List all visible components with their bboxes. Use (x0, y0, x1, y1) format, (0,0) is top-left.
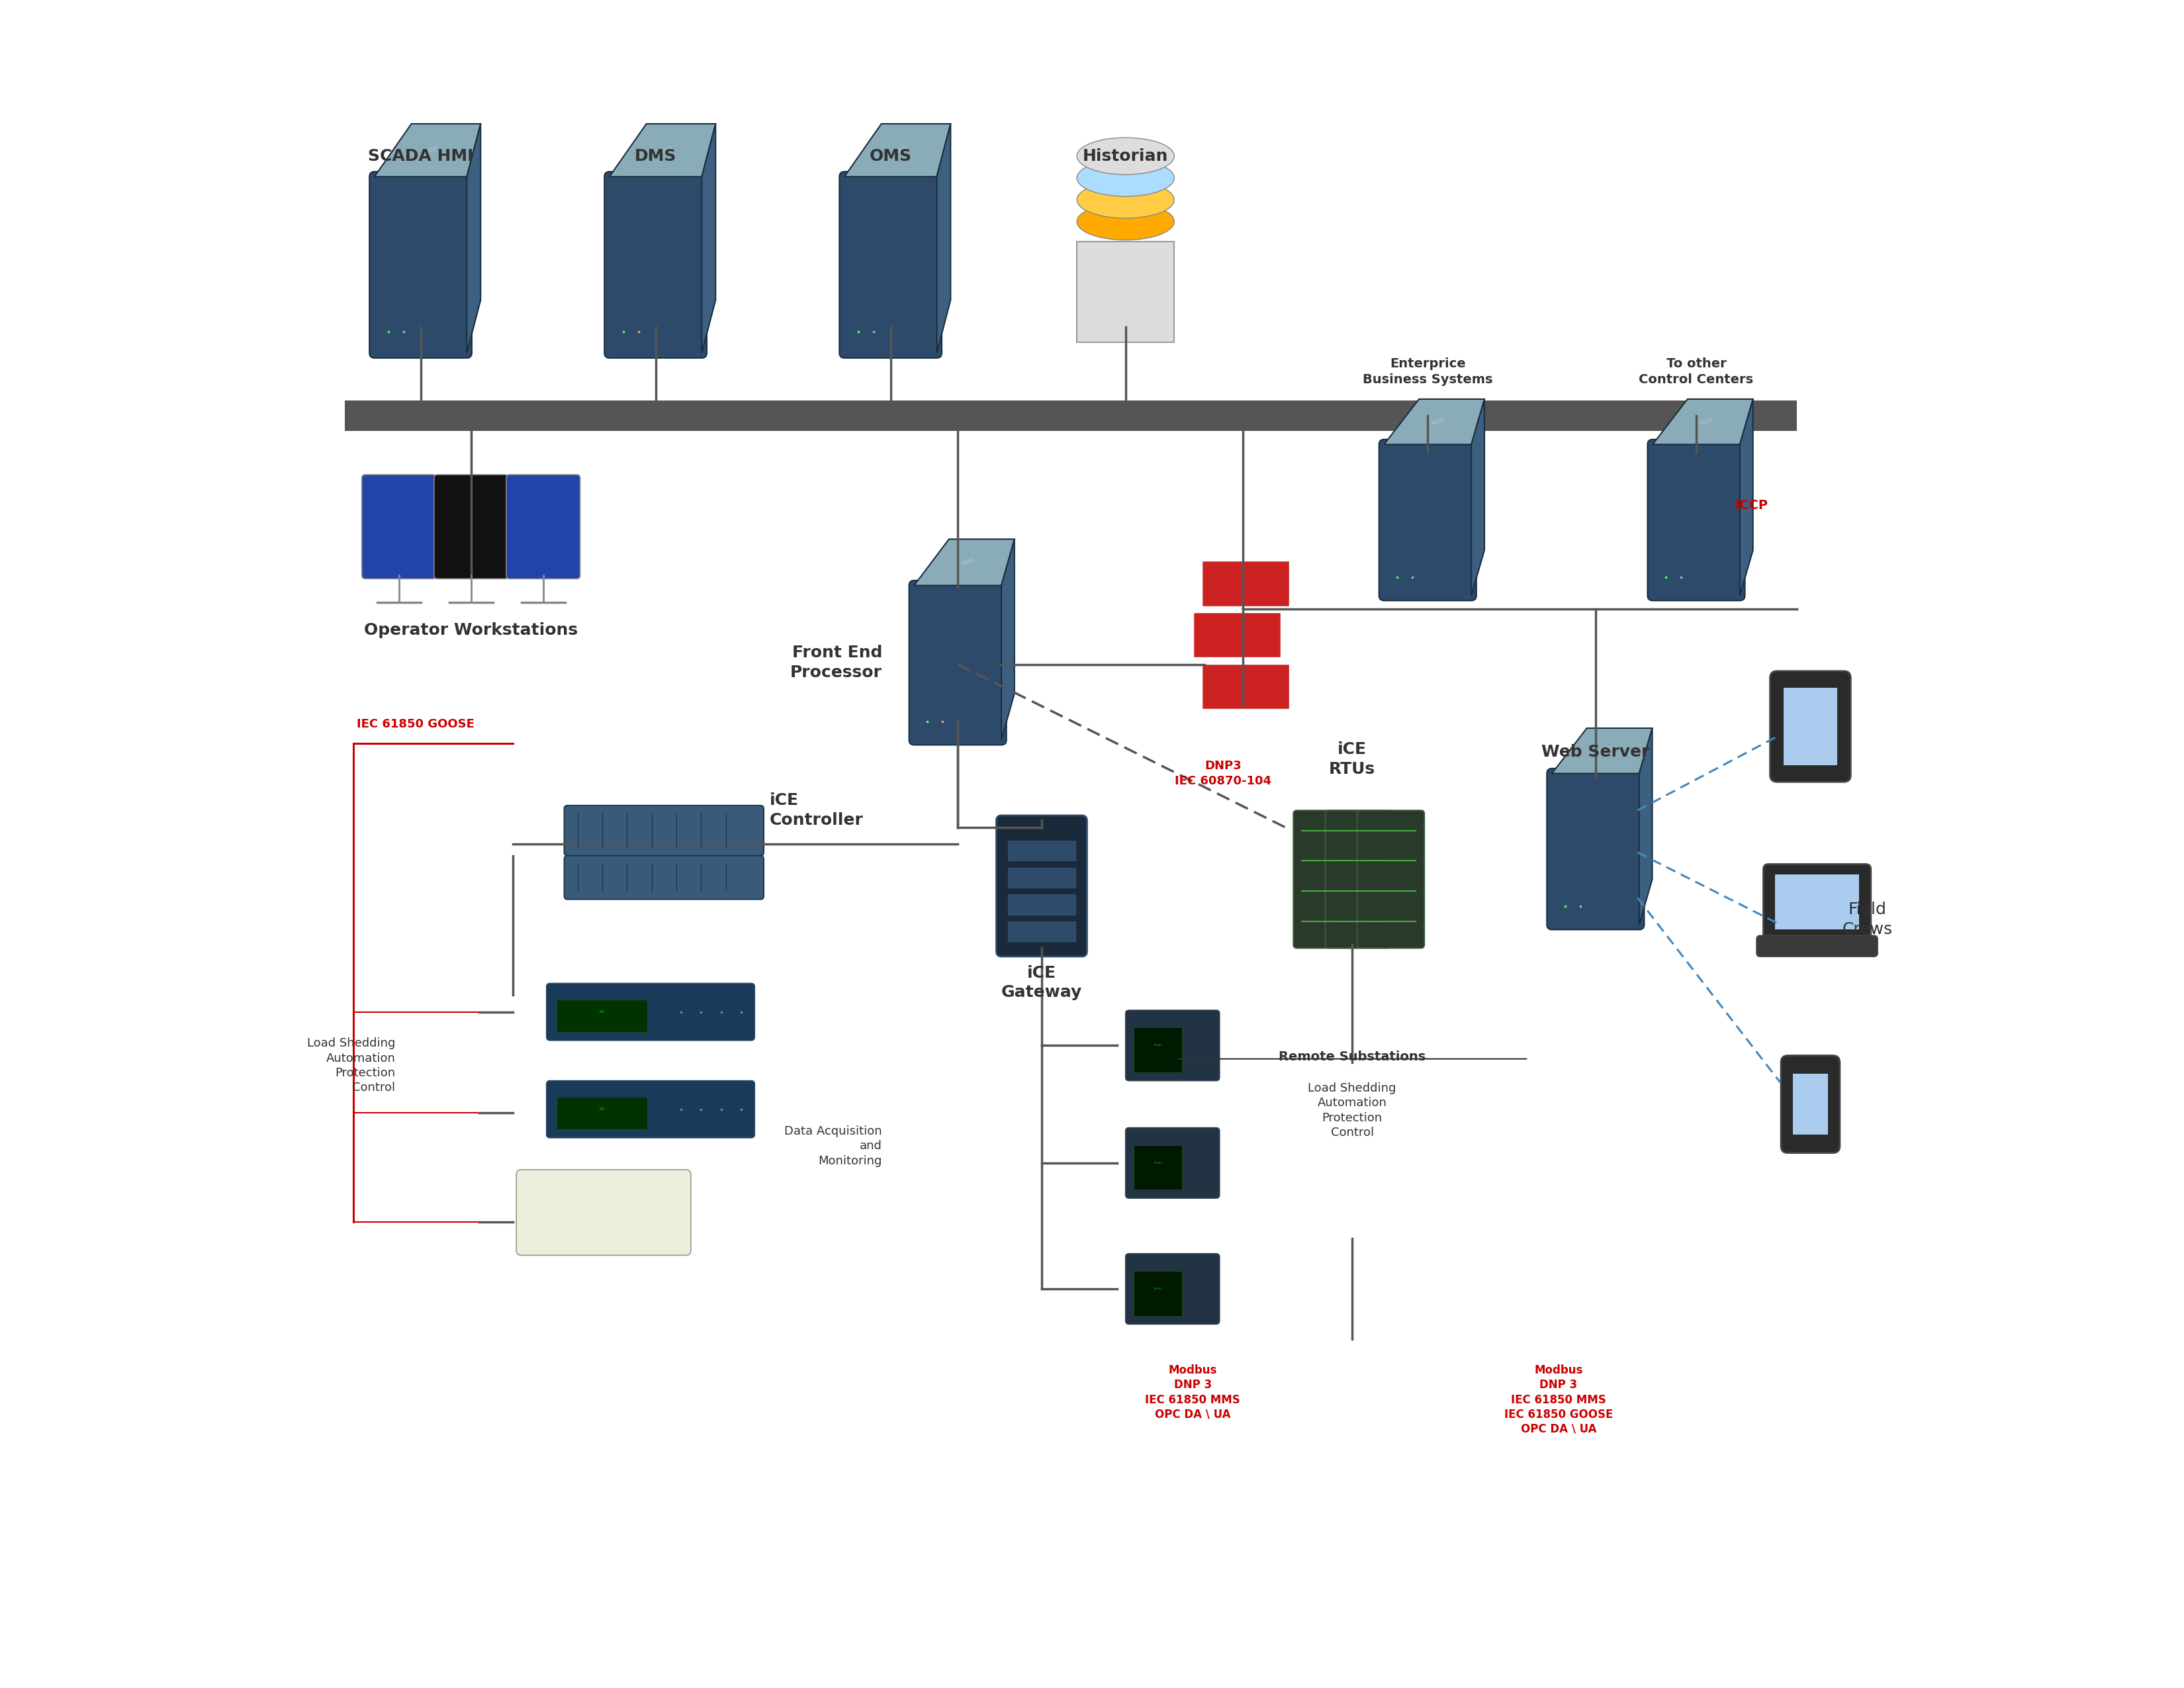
Polygon shape (915, 538, 1013, 586)
FancyBboxPatch shape (909, 581, 1007, 744)
FancyBboxPatch shape (1756, 935, 1878, 957)
FancyBboxPatch shape (1125, 1128, 1219, 1198)
FancyBboxPatch shape (563, 805, 764, 856)
Text: 0.0: 0.0 (598, 1009, 605, 1013)
Ellipse shape (1077, 203, 1175, 240)
Text: RAID: RAID (657, 145, 673, 155)
FancyBboxPatch shape (1133, 1271, 1182, 1315)
FancyBboxPatch shape (1546, 768, 1645, 930)
FancyBboxPatch shape (1293, 810, 1361, 949)
Text: 0.0: 0.0 (598, 1107, 605, 1111)
Text: Load Shedding
Automation
Protection
Control: Load Shedding Automation Protection Cont… (308, 1038, 395, 1094)
Ellipse shape (1077, 138, 1175, 174)
Polygon shape (1472, 398, 1485, 596)
FancyBboxPatch shape (1133, 1144, 1182, 1190)
Polygon shape (937, 123, 950, 353)
Ellipse shape (1077, 159, 1175, 196)
FancyBboxPatch shape (1125, 1009, 1219, 1080)
FancyBboxPatch shape (1647, 439, 1745, 601)
Text: 00:00: 00:00 (1153, 1045, 1162, 1047)
Text: RAID: RAID (961, 557, 976, 567)
FancyBboxPatch shape (1378, 439, 1476, 601)
FancyBboxPatch shape (1009, 895, 1075, 915)
Polygon shape (701, 123, 716, 353)
FancyBboxPatch shape (1133, 1028, 1182, 1072)
Text: SCADA HMI: SCADA HMI (367, 149, 474, 164)
Polygon shape (1002, 538, 1013, 739)
Text: RAID: RAID (1431, 417, 1446, 427)
Text: 00:00: 00:00 (1153, 1288, 1162, 1290)
Text: Front End
Processor: Front End Processor (791, 645, 882, 680)
FancyBboxPatch shape (557, 1097, 646, 1129)
FancyBboxPatch shape (507, 474, 581, 579)
Polygon shape (1653, 398, 1754, 444)
FancyBboxPatch shape (605, 172, 708, 358)
FancyBboxPatch shape (546, 984, 756, 1040)
FancyBboxPatch shape (363, 474, 437, 579)
Polygon shape (373, 123, 480, 177)
FancyBboxPatch shape (839, 172, 941, 358)
FancyBboxPatch shape (1793, 1074, 1828, 1134)
Text: ICCP: ICCP (1734, 500, 1769, 511)
FancyBboxPatch shape (1776, 874, 1859, 930)
Text: DNP3
IEC 60870-104: DNP3 IEC 60870-104 (1175, 760, 1271, 787)
FancyBboxPatch shape (1201, 663, 1291, 709)
FancyBboxPatch shape (1762, 864, 1872, 940)
FancyBboxPatch shape (1780, 1055, 1839, 1153)
Text: DMS: DMS (636, 149, 677, 164)
Polygon shape (845, 123, 950, 177)
FancyBboxPatch shape (1784, 689, 1837, 765)
Text: RAID: RAID (893, 145, 909, 155)
FancyBboxPatch shape (1125, 1254, 1219, 1323)
FancyBboxPatch shape (345, 400, 1797, 430)
Polygon shape (1640, 728, 1653, 925)
Text: RAID: RAID (424, 145, 439, 155)
FancyBboxPatch shape (563, 856, 764, 900)
FancyBboxPatch shape (1009, 922, 1075, 942)
Text: Field
Crews: Field Crews (1843, 901, 1894, 937)
FancyBboxPatch shape (1769, 672, 1850, 782)
FancyBboxPatch shape (369, 172, 472, 358)
Text: OMS: OMS (869, 149, 911, 164)
FancyBboxPatch shape (1356, 810, 1424, 949)
Text: Operator Workstations: Operator Workstations (365, 623, 579, 638)
Text: Historian: Historian (1083, 149, 1168, 164)
Text: Load Shedding
Automation
Protection
Control: Load Shedding Automation Protection Cont… (1308, 1082, 1396, 1138)
Text: To other
Control Centers: To other Control Centers (1638, 358, 1754, 385)
Text: Web Server: Web Server (1542, 744, 1649, 760)
Polygon shape (1553, 728, 1653, 773)
Text: iCE
Controller: iCE Controller (769, 793, 863, 829)
FancyBboxPatch shape (515, 1170, 690, 1256)
Text: iCE
RTUs: iCE RTUs (1328, 741, 1376, 776)
Text: Enterprice
Business Systems: Enterprice Business Systems (1363, 358, 1492, 385)
Text: 00:00: 00:00 (1153, 1161, 1162, 1165)
FancyBboxPatch shape (557, 999, 646, 1031)
Text: iCE
Gateway: iCE Gateway (1000, 966, 1081, 1001)
FancyBboxPatch shape (435, 474, 509, 579)
Polygon shape (1385, 398, 1485, 444)
FancyBboxPatch shape (1201, 560, 1291, 606)
FancyBboxPatch shape (996, 815, 1088, 957)
FancyBboxPatch shape (1326, 810, 1393, 949)
Polygon shape (1741, 398, 1754, 596)
Polygon shape (609, 123, 716, 177)
Text: RAID: RAID (1699, 417, 1714, 427)
FancyBboxPatch shape (1192, 611, 1282, 658)
FancyBboxPatch shape (546, 1080, 756, 1138)
Text: Data Acquisition
and
Monitoring: Data Acquisition and Monitoring (784, 1126, 882, 1166)
Polygon shape (467, 123, 480, 353)
Text: RAID: RAID (1599, 746, 1614, 756)
Text: Modbus
DNP 3
IEC 61850 MMS
IEC 61850 GOOSE
OPC DA \ UA: Modbus DNP 3 IEC 61850 MMS IEC 61850 GOO… (1505, 1364, 1614, 1435)
Text: Modbus
DNP 3
IEC 61850 MMS
OPC DA \ UA: Modbus DNP 3 IEC 61850 MMS OPC DA \ UA (1144, 1364, 1241, 1420)
Text: IEC 61850 GOOSE: IEC 61850 GOOSE (356, 717, 474, 729)
FancyBboxPatch shape (1077, 241, 1175, 343)
FancyBboxPatch shape (1009, 841, 1075, 861)
Text: Remote Substations: Remote Substations (1278, 1050, 1426, 1063)
FancyBboxPatch shape (1009, 868, 1075, 888)
Ellipse shape (1077, 181, 1175, 218)
